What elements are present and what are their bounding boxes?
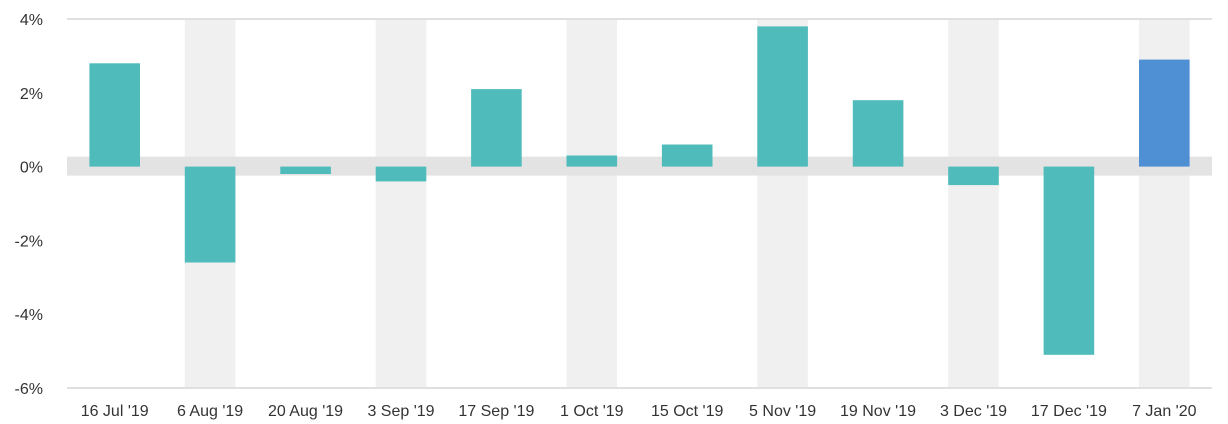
bar [948,166,999,186]
x-axis-labels: 16 Jul '19 6 Aug '19 20 Aug '19 3 Sep '19 17… [81,403,1197,420]
y-tick-label: -4% [15,307,43,324]
x-tick-label: 7 Jan '20 [1132,403,1197,420]
column-bands [184,19,1190,388]
y-tick-label: 0% [20,160,43,177]
column-band [375,19,427,388]
x-tick-label: 16 Jul '19 [81,403,149,420]
x-tick-label: 15 Oct '19 [651,403,724,420]
bar [375,166,427,182]
bar [1139,59,1190,167]
y-tick-label: 4% [20,12,43,29]
bar [661,144,713,167]
bars [89,26,1190,355]
x-tick-label: 20 Aug '19 [268,403,343,420]
bar [1043,166,1095,355]
y-tick-label: 2% [20,86,43,103]
bar [280,166,331,174]
axis-lines [67,18,1212,389]
y-axis-labels: -6% -4% -2% 0% 2% 4% [15,12,43,398]
bar [757,26,808,167]
zero-line-band [67,156,1212,176]
bar [566,155,618,167]
x-tick-label: 3 Sep '19 [367,403,434,420]
x-tick-label: 17 Sep '19 [458,403,534,420]
x-tick-label: 3 Dec '19 [940,403,1007,420]
bar [89,63,140,167]
x-tick-label: 5 Nov '19 [749,403,816,420]
y-tick-label: -6% [15,381,43,398]
bar [471,89,522,167]
x-tick-label: 19 Nov '19 [840,403,916,420]
y-tick-label: -2% [15,233,43,250]
x-tick-label: 6 Aug '19 [177,403,243,420]
x-tick-label: 17 Dec '19 [1031,403,1107,420]
x-tick-label: 1 Oct '19 [560,403,624,420]
bar [852,100,904,167]
bar [184,166,236,263]
zero-band [67,156,1212,176]
column-band [948,19,999,388]
column-band [566,19,618,388]
